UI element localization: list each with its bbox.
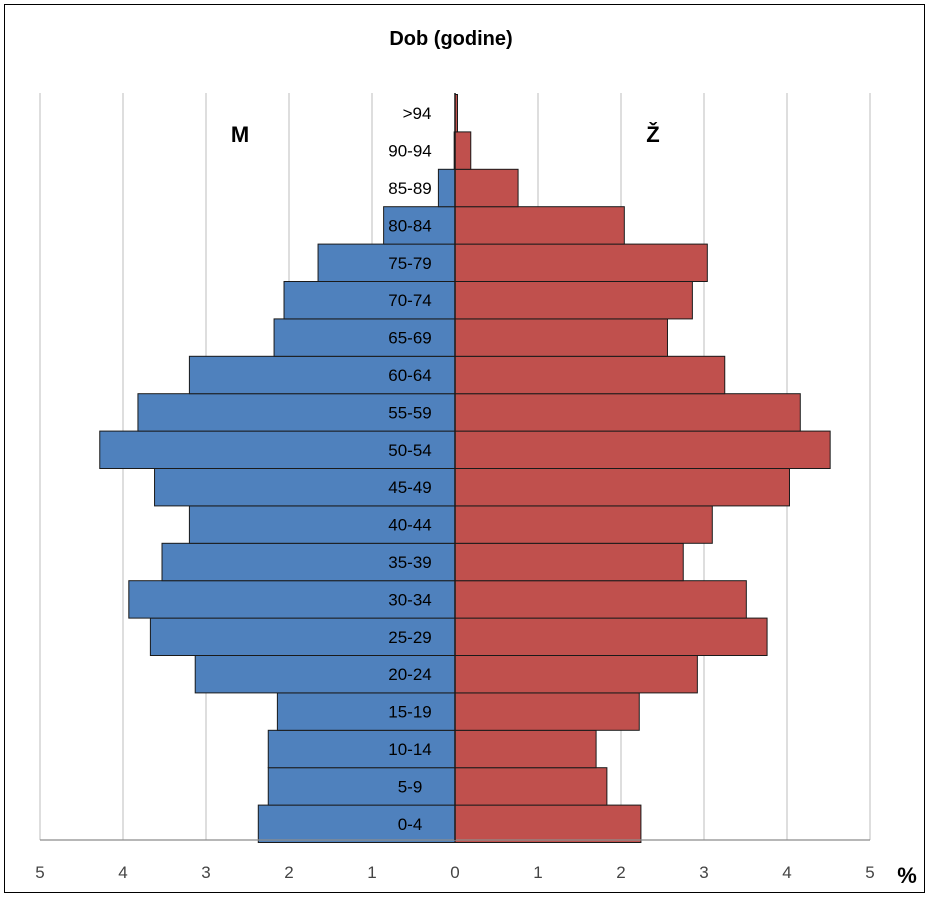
x-tick-label: 4: [118, 863, 127, 882]
bar-female-0-4: [454, 804, 642, 843]
age-group-label: 25-29: [388, 628, 431, 647]
bar-female-40-44: [454, 505, 713, 544]
age-group-label: 45-49: [388, 478, 431, 497]
bar-female-35-39: [454, 542, 684, 582]
age-group-label: 40-44: [388, 516, 431, 535]
axis: 5 4 3 2 1 0 1 2 3 4 5: [35, 93, 875, 882]
bar-male-80-84: [383, 206, 456, 245]
bar-female-25-29: [454, 617, 768, 656]
bar-female-65-69: [454, 318, 668, 357]
population-pyramid-chart: 5 4 3 2 1 0 1 2 3 4 5 0-4 5-9 10-14 15-19 20-24 25-29 30…: [35, 28, 917, 888]
bar-male-85-89: [437, 168, 456, 208]
age-group-label: 35-39: [388, 553, 431, 572]
bar-female-15-19: [454, 692, 640, 731]
x-tick-label: 5: [865, 863, 874, 882]
unit-label: %: [897, 863, 917, 888]
bar-male-0-4: [257, 804, 456, 843]
age-group-label: 65-69: [388, 329, 431, 348]
age-group-label: 15-19: [388, 703, 431, 722]
bar-male-10-14: [267, 729, 456, 769]
age-group-label: 0-4: [398, 815, 423, 834]
bar-female-30-34: [454, 580, 747, 619]
age-group-label: 90-94: [388, 142, 431, 161]
age-group-label: 20-24: [388, 665, 431, 684]
age-group-label: 75-79: [388, 254, 431, 273]
chart-frame: 5 4 3 2 1 0 1 2 3 4 5 0-4 5-9 10-14 15-19 20-24 25-29 30…: [4, 4, 925, 893]
bar-male-30-34: [128, 580, 456, 619]
male-label: M: [231, 122, 249, 147]
bar-male-50-54: [99, 430, 456, 470]
chart-title: Dob (godine): [389, 28, 512, 50]
bar-male-75-79: [317, 243, 456, 283]
bar-female-10-14: [454, 729, 597, 769]
age-group-label: 50-54: [388, 441, 431, 460]
age-group-label: 5-9: [398, 777, 423, 796]
bar-female-85-89: [454, 168, 519, 208]
age-group-label: 10-14: [388, 740, 431, 759]
bar-male-25-29: [149, 617, 456, 656]
age-group-label: 30-34: [388, 590, 431, 609]
x-tick-label: 3: [201, 863, 210, 882]
age-group-label: 70-74: [388, 291, 431, 310]
bar-female-75-79: [454, 243, 708, 283]
age-group-label: >94: [403, 104, 432, 123]
x-tick-label: 0: [450, 863, 459, 882]
x-tick-label: 1: [533, 863, 542, 882]
bar-female-80-84: [454, 206, 625, 245]
age-group-label: 85-89: [388, 179, 431, 198]
bar-female-50-54: [454, 430, 831, 470]
bars: [99, 94, 831, 843]
category-labels: 0-4 5-9 10-14 15-19 20-24 25-29 30-34 35-39 40-4…: [388, 104, 431, 834]
bar-female-45-49: [454, 468, 790, 507]
female-label: Ž: [646, 122, 659, 147]
bar-male-15-19: [276, 692, 456, 731]
bar-male-70-74: [283, 281, 456, 320]
bar-female-55-59: [454, 393, 801, 432]
x-tick-label: 3: [699, 863, 708, 882]
bar-female-90-94: [454, 131, 472, 170]
x-tick-label: 5: [35, 863, 44, 882]
x-tick-label: 2: [616, 863, 625, 882]
x-tick-label: 2: [284, 863, 293, 882]
bar-female-5-9: [454, 767, 608, 806]
age-group-label: 55-59: [388, 403, 431, 422]
bar-male-5-9: [267, 767, 456, 806]
bar-female-70-74: [454, 281, 693, 320]
x-tick-label: 4: [782, 863, 791, 882]
bar-male-60-64: [188, 355, 456, 395]
bar-male-55-59: [137, 393, 456, 432]
bar-female-60-64: [454, 355, 726, 395]
age-group-label: 80-84: [388, 216, 431, 235]
bar-male-65-69: [273, 318, 456, 357]
bar-female-20-24: [454, 655, 698, 694]
age-group-label: 60-64: [388, 366, 431, 385]
x-tick-label: 1: [367, 863, 376, 882]
